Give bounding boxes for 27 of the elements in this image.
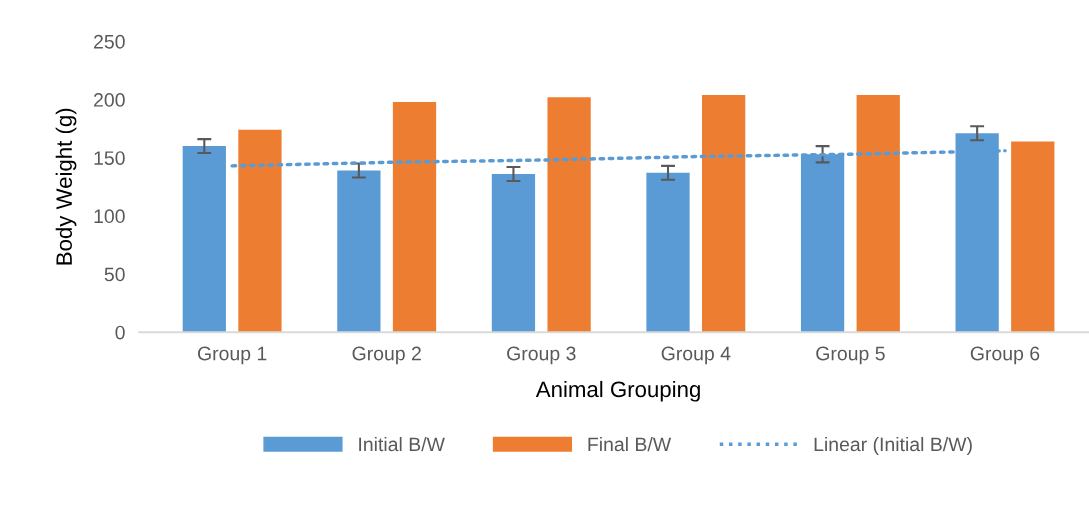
- x-tick-label: Group 3: [507, 346, 576, 365]
- bar: [1011, 141, 1055, 333]
- x-tick-label: Group 5: [816, 346, 885, 365]
- bar: [856, 94, 900, 333]
- x-tick-label: Group 6: [970, 346, 1040, 365]
- legend-label: Final B/W: [588, 436, 672, 452]
- y-tick-label: 50: [104, 267, 125, 282]
- bar: [491, 174, 536, 333]
- x-tick-label: Group 1: [197, 346, 267, 365]
- bar: [337, 170, 381, 333]
- bar: [646, 172, 690, 333]
- legend-label: Linear (Initial B/W): [814, 436, 972, 456]
- y-tick-label: 200: [94, 93, 125, 107]
- bar: [392, 101, 437, 333]
- y-tick-label: 250: [94, 34, 125, 49]
- x-tick-label: Group 4: [661, 346, 731, 365]
- bar: [702, 94, 746, 333]
- y-tick-label: 0: [115, 325, 125, 340]
- bar: [238, 129, 282, 333]
- y-tick-label: 100: [94, 209, 125, 224]
- bar: [547, 97, 591, 333]
- legend-label: Initial B/W: [359, 436, 445, 452]
- y-axis-title: Body Weight (g): [55, 108, 77, 265]
- x-axis-title: Animal Grouping: [535, 380, 700, 402]
- y-tick-label: 150: [94, 151, 125, 165]
- bar: [182, 146, 226, 333]
- x-tick-label: Group 2: [352, 346, 421, 365]
